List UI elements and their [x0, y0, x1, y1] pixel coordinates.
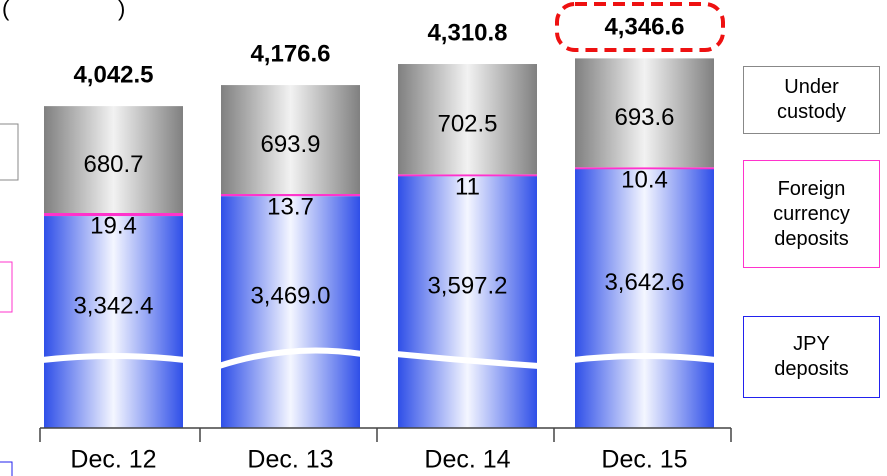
bar-segment [44, 212, 183, 217]
value-label: 3,469.0 [250, 282, 330, 309]
bar-segment [398, 176, 537, 428]
cropped-legend-box [0, 261, 13, 313]
axis-break [572, 353, 717, 363]
bar-segment [44, 216, 183, 428]
x-tick-label: Dec. 15 [601, 446, 687, 474]
cropped-unit: ( [2, 0, 10, 21]
axis-break [218, 347, 363, 369]
value-label: 702.5 [437, 111, 497, 138]
bar-segment [575, 58, 714, 168]
axis-break [41, 353, 186, 363]
x-tick-label: Dec. 13 [247, 446, 333, 474]
value-label: 693.6 [614, 104, 674, 131]
bar-segment [575, 168, 714, 428]
cropped-legend-box [0, 123, 19, 181]
total-label: 4,176.6 [250, 40, 330, 67]
x-tick-label: Dec. 12 [70, 446, 156, 474]
value-label: 680.7 [83, 151, 143, 178]
bar-segment [221, 196, 360, 428]
value-label: 19.4 [90, 212, 137, 239]
value-label: 10.4 [621, 167, 668, 194]
legend-entry: JPY deposits [743, 316, 880, 398]
bar-segment [398, 64, 537, 175]
value-label: 3,342.4 [73, 292, 153, 319]
bar-segment [221, 85, 360, 195]
bar-segment [398, 174, 537, 177]
cropped-unit: ) [118, 0, 125, 21]
bar-segment [221, 194, 360, 197]
total-label: 4,346.6 [604, 14, 684, 41]
axis-break [395, 351, 540, 369]
total-label: 4,042.5 [73, 61, 153, 88]
legend-entry: Under custody [743, 66, 880, 134]
cropped-legend-box [0, 461, 13, 476]
x-tick-label: Dec. 14 [424, 446, 510, 474]
value-label: 13.7 [267, 193, 314, 220]
value-label: 3,597.2 [427, 272, 507, 299]
value-label: 3,642.6 [604, 269, 684, 296]
bar-segment [44, 106, 183, 213]
bar-segment [575, 167, 714, 170]
total-label: 4,310.8 [427, 19, 507, 46]
highlight [555, 2, 725, 52]
value-label: 693.9 [260, 131, 320, 158]
value-label: 11 [455, 174, 480, 201]
legend-entry: Foreign currency deposits [743, 160, 880, 268]
